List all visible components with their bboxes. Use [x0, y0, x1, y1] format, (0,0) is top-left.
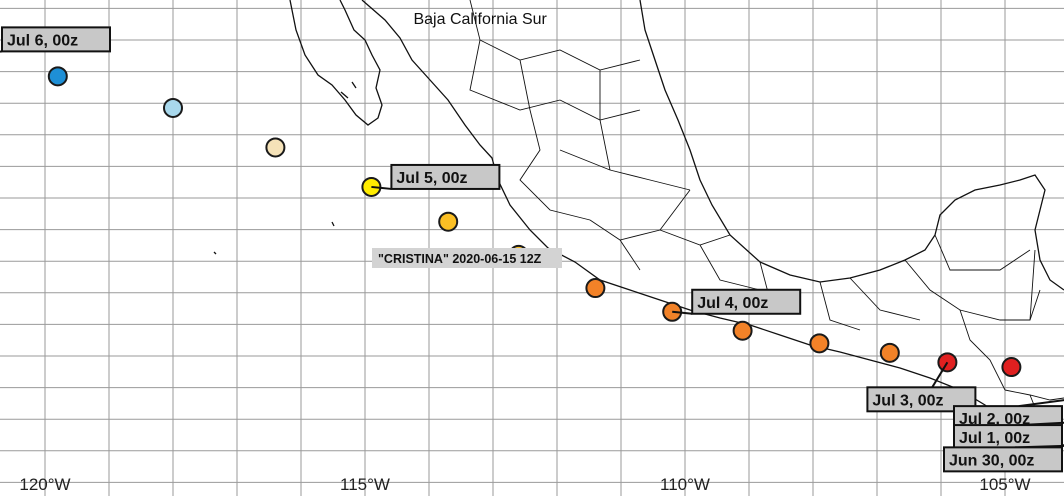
time-label: Jul 2, 00z [959, 411, 1030, 428]
lon-tick-label: 110°W [660, 475, 710, 494]
track-point [163, 97, 183, 118]
track-point [47, 66, 68, 87]
time-label-leader [1018, 399, 1064, 408]
time-label: Jul 3, 00z [872, 392, 943, 409]
lon-tick-label: 105°W [979, 475, 1030, 494]
time-label-leader [931, 361, 949, 388]
time-label-leader [371, 185, 392, 190]
place-labels: Baja California SurMexicoGuatemalaElSalv… [413, 11, 547, 28]
lon-tick-label: 120°W [19, 475, 70, 494]
coastlines-and-borders [213, 0, 1064, 446]
mexico-state-borders [469, 0, 1041, 331]
time-label: Jul 4, 00z [697, 295, 768, 312]
storm-label-group: "CRISTINA" 2020-06-15 12Z [372, 248, 562, 268]
time-label: Jul 5, 00z [396, 170, 467, 187]
time-label: Jul 1, 00z [959, 430, 1030, 447]
time-label-box [943, 446, 1063, 473]
storm-label: "CRISTINA" 2020-06-15 12Z [378, 252, 542, 266]
time-label-leader [672, 310, 693, 315]
time-label: Jul 6, 00z [7, 32, 78, 49]
time-label-box [866, 386, 977, 413]
baja-islands [213, 81, 357, 255]
time-label-box [390, 163, 501, 190]
place-label: Baja California Sur [413, 11, 547, 28]
baja-california-coast [289, 0, 383, 126]
time-label-box [691, 288, 802, 315]
track-point [732, 320, 753, 341]
time-label-box [1, 26, 111, 53]
track-point [1001, 357, 1022, 378]
track-point [879, 342, 900, 363]
time-label: Jun 30, 00z [949, 452, 1034, 469]
mexico-gulf-coast [639, 0, 1064, 291]
track-point [265, 137, 286, 158]
mexico-pacific-coast [361, 0, 1064, 446]
time-labels: Jul 6, 00z Jul 5, 00z Jul 4, 00z Jul 3, 00z… [0, 26, 1064, 473]
storm-track [47, 66, 1022, 378]
central-america-borders [959, 249, 1064, 421]
track-point [809, 333, 830, 354]
lon-tick-label: 115°W [340, 475, 390, 494]
storm-label-box [372, 248, 562, 268]
axis-labels: 120°W115°W110°W105°W100°W95°W90°W25°N20°… [19, 475, 1030, 494]
time-label-box [953, 424, 1063, 451]
track-point [438, 211, 459, 232]
track-point [585, 278, 606, 299]
